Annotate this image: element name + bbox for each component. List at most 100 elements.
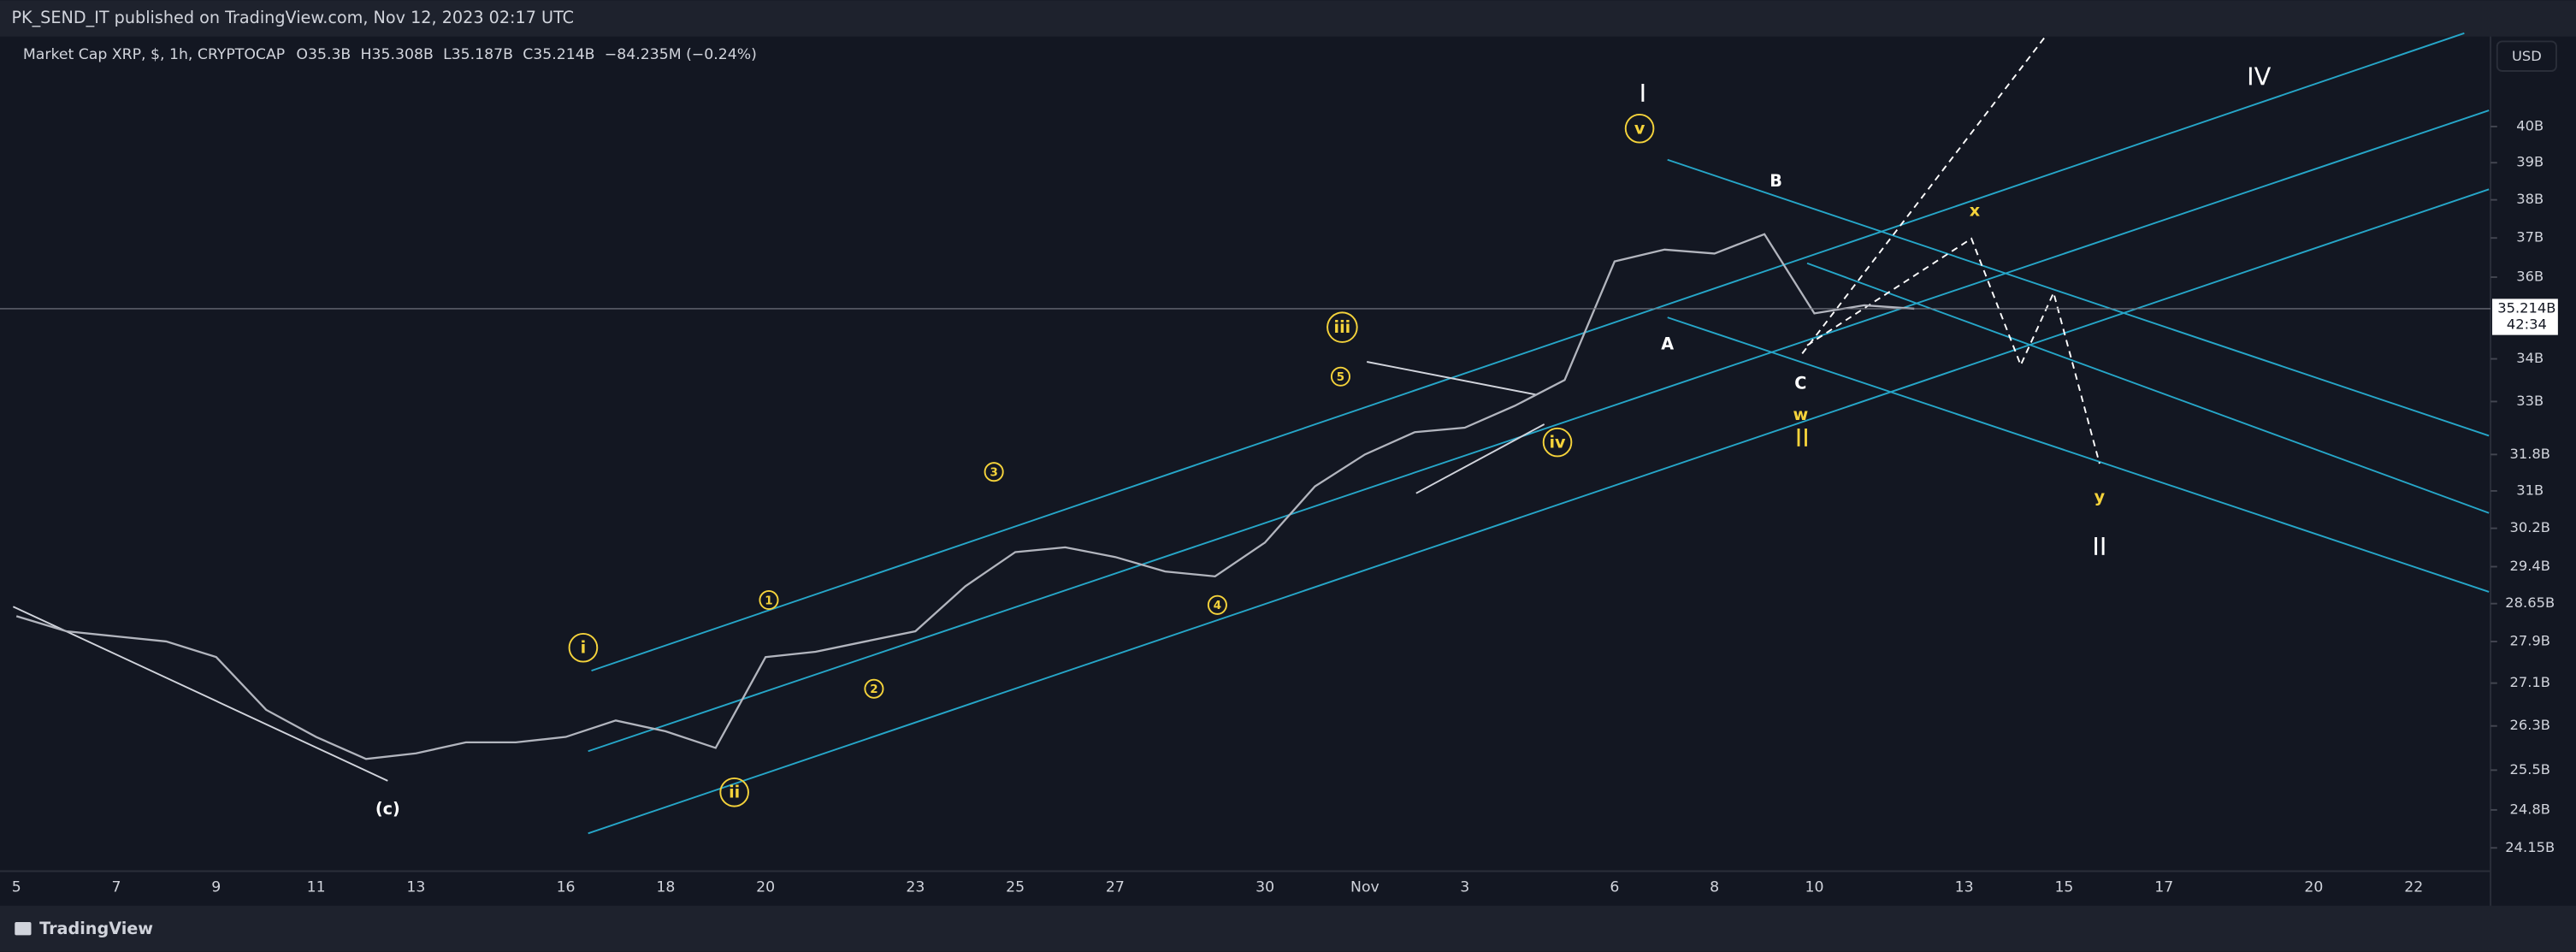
channel-line [588, 188, 2490, 835]
channel-line [591, 32, 2465, 672]
x-tick-label: 20 [756, 879, 775, 896]
x-tick-label: 9 [211, 879, 221, 896]
drawings [12, 32, 2490, 835]
channel-line [1667, 158, 2490, 437]
x-tick-label: Nov [1350, 879, 1380, 896]
legend: Market Cap XRP, $, 1h, CRYPTOCAP O35.3B … [23, 46, 757, 63]
x-tick-label: 5 [12, 879, 21, 896]
wave-label: x [1970, 201, 1981, 221]
y-tick-label: 28.65B [2505, 594, 2555, 611]
y-tick-label: 36B [2516, 269, 2544, 285]
y-tick-label: 38B [2516, 191, 2544, 207]
wave-circle [1207, 594, 1227, 615]
countdown: 42:34 [2507, 316, 2547, 333]
channel-line [1667, 316, 2490, 593]
x-tick-label: 3 [1460, 879, 1469, 896]
triangle-line [1415, 423, 1545, 494]
y-tick-label: 29.4B [2509, 558, 2550, 574]
wave-label: II [1795, 423, 1810, 452]
y-tick-label: 33B [2516, 393, 2544, 409]
close: C35.214B [523, 46, 594, 63]
wave-label: 1 [765, 594, 772, 607]
wave-label: B [1770, 171, 1782, 191]
x-tick-label: 6 [1610, 879, 1619, 896]
y-tick-label: 26.3B [2509, 717, 2550, 733]
y-tick-label: 24.15B [2505, 839, 2555, 855]
y-tick-label: 27.1B [2509, 674, 2550, 690]
wave-label: (c) [375, 799, 400, 819]
x-tick-label: 13 [1955, 879, 1974, 896]
wave-label: I [1640, 79, 1647, 108]
triangle-line [1367, 361, 1537, 396]
y-tick-label: 34B [2516, 350, 2544, 366]
brand: TradingView [39, 919, 153, 938]
high: H35.308B [361, 46, 434, 63]
wave-label: 4 [1214, 600, 1221, 612]
projection-line [1801, 36, 2047, 354]
wave-label: C [1794, 373, 1806, 393]
wave-label: iii [1334, 317, 1351, 337]
x-tick-label: 27 [1106, 879, 1125, 896]
wave-label: IV [2247, 62, 2271, 92]
open: O35.3B [296, 46, 351, 63]
wave-circle [568, 632, 599, 663]
wave-circle [759, 590, 779, 611]
wave-label: iv [1549, 433, 1566, 452]
wave-label: II [2092, 532, 2106, 561]
wave-circle [719, 777, 749, 807]
x-tick-label: 18 [656, 879, 675, 896]
y-tick-label: 40B [2516, 117, 2544, 133]
wave-label: w [1793, 405, 1808, 424]
wave-label: y [2094, 487, 2106, 506]
price-line [15, 233, 1915, 760]
wave-circle [1330, 366, 1350, 387]
x-tick-label: 15 [2054, 879, 2073, 896]
channel-line [588, 109, 2490, 753]
wave-label: 3 [990, 467, 997, 480]
y-tick-label: 24.8B [2509, 801, 2550, 817]
logo-icon [15, 922, 32, 936]
x-tick-label: 16 [557, 879, 576, 896]
low: L35.187B [443, 46, 513, 63]
x-tick-label: 22 [2404, 879, 2423, 896]
wave-label: ii [729, 783, 740, 802]
y-tick-label: 39B [2516, 154, 2544, 170]
top-bar [0, 0, 2576, 37]
logo: TradingView [15, 919, 153, 938]
y-tick-label: 25.5B [2509, 761, 2550, 778]
wave-circle [984, 462, 1004, 482]
wave-circle [1624, 113, 1655, 144]
wave-label: A [1661, 334, 1674, 353]
bottom-bar [0, 905, 2576, 952]
price-box [2492, 299, 2558, 335]
x-tick-label: 25 [1006, 879, 1025, 896]
wave-circle [1326, 311, 1358, 343]
x-tick-label: 10 [1805, 879, 1823, 896]
x-tick-label: 23 [906, 879, 925, 896]
wave-label: v [1634, 119, 1645, 139]
wave-circle [864, 678, 884, 699]
publisher: PK_SEND_IT published on TradingView.com,… [11, 8, 574, 27]
wave-label: 5 [1337, 371, 1344, 384]
y-tick-label: 37B [2516, 229, 2544, 245]
symbol: Market Cap XRP, $, 1h, CRYPTOCAP [23, 46, 285, 63]
currency-button[interactable] [2496, 40, 2557, 72]
projection-path [1806, 237, 2100, 464]
change: −84.235M (−0.24%) [605, 46, 757, 63]
y-tick-label: 31B [2516, 482, 2544, 498]
y-tick-label: 27.9B [2509, 633, 2550, 649]
x-tick-label: 11 [307, 879, 326, 896]
x-tick-label: 8 [1710, 879, 1719, 896]
y-tick-label: 30.2B [2509, 519, 2550, 535]
x-tick-label: 20 [2304, 879, 2323, 896]
wave-label: 2 [870, 683, 877, 696]
y-tick-label: 31.8B [2509, 446, 2550, 462]
current-price-label: 35.214B [2497, 299, 2555, 316]
channel-line [1806, 262, 2490, 514]
currency: USD [2512, 48, 2542, 64]
wave-circle [1542, 427, 1573, 458]
x-tick-label: 13 [406, 879, 425, 896]
x-tick-label: 7 [112, 879, 121, 896]
